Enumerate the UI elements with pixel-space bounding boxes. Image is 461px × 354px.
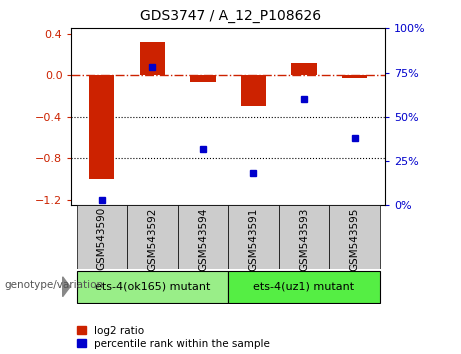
Legend: log2 ratio, percentile rank within the sample: log2 ratio, percentile rank within the s…	[77, 326, 270, 349]
Bar	[177, 205, 228, 269]
Bar	[228, 271, 380, 303]
Bar	[241, 75, 266, 107]
Text: GSM543591: GSM543591	[248, 207, 259, 270]
Text: GSM543595: GSM543595	[349, 207, 360, 270]
Text: ets-4(uz1) mutant: ets-4(uz1) mutant	[254, 282, 355, 292]
Bar	[228, 205, 279, 269]
Bar	[140, 42, 165, 75]
Bar	[342, 75, 367, 78]
Bar	[190, 75, 216, 82]
Text: GDS3747 / A_12_P108626: GDS3747 / A_12_P108626	[140, 9, 321, 23]
Bar	[89, 75, 114, 179]
Text: GSM543593: GSM543593	[299, 207, 309, 270]
Bar	[279, 205, 329, 269]
Polygon shape	[63, 277, 70, 297]
Text: GSM543592: GSM543592	[148, 207, 157, 270]
Text: ets-4(ok165) mutant: ets-4(ok165) mutant	[95, 282, 210, 292]
Text: genotype/variation: genotype/variation	[5, 280, 104, 290]
Bar	[77, 205, 127, 269]
Text: GSM543590: GSM543590	[97, 207, 107, 270]
Bar	[127, 205, 177, 269]
Bar	[77, 271, 228, 303]
Text: GSM543594: GSM543594	[198, 207, 208, 270]
Bar	[291, 63, 317, 75]
Bar	[329, 205, 380, 269]
